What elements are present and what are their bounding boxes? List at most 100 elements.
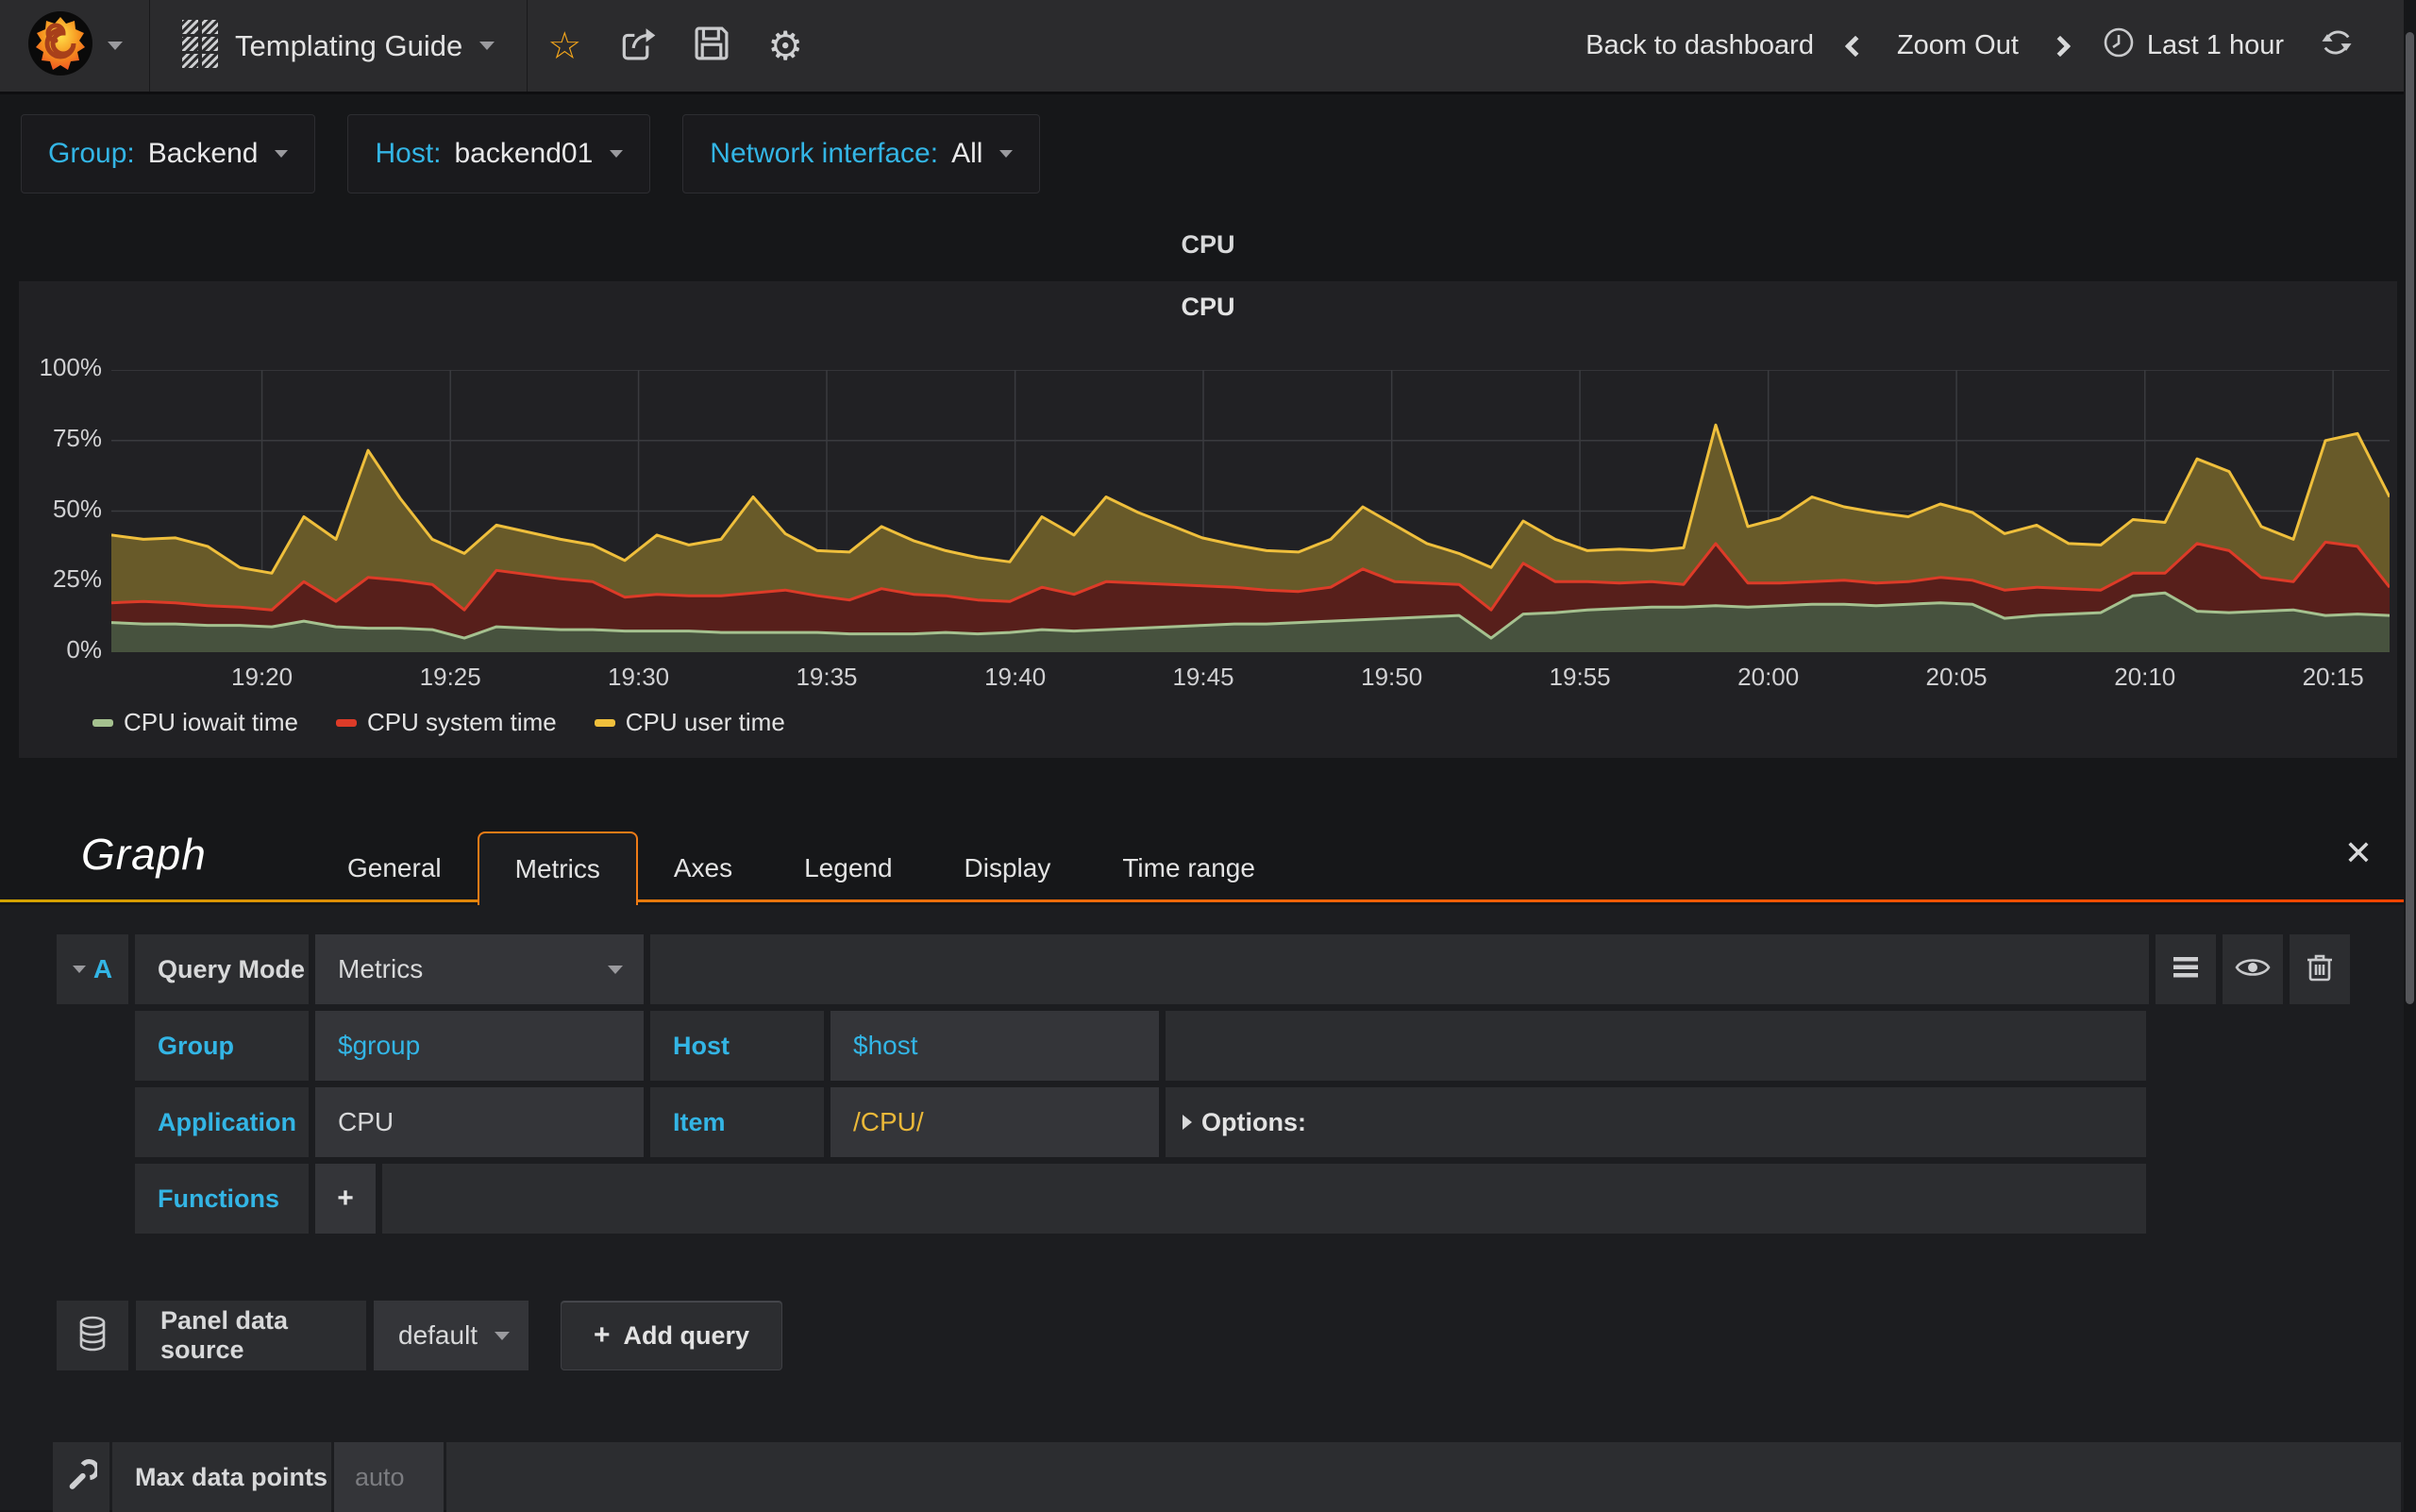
chevron-right-icon (2050, 35, 2072, 57)
chevron-down-icon (610, 150, 623, 158)
time-range-picker[interactable]: Last 1 hour (2102, 25, 2284, 67)
x-axis-label: 19:20 (231, 663, 293, 692)
chevron-down-icon (495, 1332, 510, 1340)
application-input[interactable]: CPU (315, 1087, 644, 1157)
query-row-functions: Functions + (135, 1164, 2146, 1234)
variable-value: backend01 (455, 138, 594, 170)
database-icon-cell (57, 1301, 128, 1370)
query-row-spacer (1166, 1011, 2146, 1081)
save-dashboard-button[interactable] (675, 0, 748, 92)
query-mode-select[interactable]: Metrics (315, 934, 644, 1004)
time-shift-back-button[interactable] (1848, 39, 1863, 54)
variable-label: Host: (375, 138, 441, 170)
y-axis-label: 25% (53, 564, 102, 594)
graph-plot-area[interactable] (111, 370, 2390, 652)
template-variables-bar: Group: Backend Host: backend01 Network i… (21, 114, 1040, 193)
page-scrollbar (2404, 0, 2416, 1510)
add-function-button[interactable]: + (315, 1164, 376, 1234)
item-input[interactable]: /CPU/ (830, 1087, 1159, 1157)
query-row-a: A Query Mode Metrics (57, 934, 2350, 1004)
add-query-label: Add query (624, 1321, 750, 1351)
star-dashboard-button[interactable]: ☆ (528, 0, 601, 92)
legend-label: CPU iowait time (124, 708, 298, 737)
query-collapse-toggle[interactable]: A (57, 934, 128, 1004)
legend-item[interactable]: CPU user time (595, 708, 785, 737)
clock-icon (2102, 25, 2136, 67)
x-axis-label: 19:35 (796, 663, 857, 692)
datasource-row: Panel data source default + Add query (57, 1301, 782, 1370)
functions-label: Functions (135, 1164, 309, 1234)
legend-item[interactable]: CPU system time (336, 708, 557, 737)
chevron-left-icon (1845, 35, 1867, 57)
variable-label: Group: (48, 138, 135, 170)
query-toggle-visibility-button[interactable] (2223, 934, 2283, 1004)
tab-metrics[interactable]: Metrics (478, 832, 638, 905)
query-row-spacer (650, 934, 2149, 1004)
legend-swatch (595, 719, 615, 727)
dashboard-row-title[interactable]: CPU (0, 230, 2416, 260)
chevron-down-icon (479, 42, 495, 50)
add-query-button[interactable]: + Add query (561, 1301, 782, 1370)
variable-dropdown-network-interface[interactable]: Network interface: All (682, 114, 1040, 193)
panel-datasource-label: Panel data source (136, 1301, 366, 1370)
plus-icon: + (594, 1319, 611, 1352)
share-dashboard-button[interactable] (601, 0, 675, 92)
legend-item[interactable]: CPU iowait time (92, 708, 298, 737)
grafana-menu-button[interactable] (0, 0, 150, 92)
tab-axes[interactable]: Axes (638, 834, 768, 902)
scrollbar-thumb[interactable] (2406, 32, 2414, 1004)
back-to-dashboard-link[interactable]: Back to dashboard (1586, 30, 1814, 61)
host-input[interactable]: $host (830, 1011, 1159, 1081)
variable-label: Network interface: (710, 138, 938, 170)
zoom-out-button[interactable]: Zoom Out (1897, 30, 2019, 61)
x-axis-label: 19:55 (1550, 663, 1611, 692)
options-label: Options: (1201, 1108, 1306, 1137)
panel-title[interactable]: CPU (19, 293, 2397, 322)
navbar-right-controls: Back to dashboard Zoom Out Last 1 hour (1586, 24, 2416, 69)
top-navbar: Templating Guide ☆ (0, 0, 2416, 94)
query-row-application-item: Application CPU Item /CPU/ Options: (135, 1087, 2146, 1157)
item-label: Item (650, 1087, 824, 1157)
legend-label: CPU system time (367, 708, 557, 737)
close-editor-button[interactable]: ✕ (2344, 836, 2373, 870)
time-range-label: Last 1 hour (2147, 30, 2284, 61)
refresh-icon (2318, 24, 2356, 69)
tab-display[interactable]: Display (929, 834, 1087, 902)
y-axis-label: 50% (53, 495, 102, 524)
tab-time-range[interactable]: Time range (1086, 834, 1291, 902)
tab-legend[interactable]: Legend (768, 834, 928, 902)
variable-dropdown-host[interactable]: Host: backend01 (347, 114, 650, 193)
chevron-down-icon (275, 150, 288, 158)
host-label: Host (650, 1011, 824, 1081)
query-delete-button[interactable] (2290, 934, 2350, 1004)
y-axis-label: 0% (66, 635, 102, 664)
time-shift-forward-button[interactable] (2053, 39, 2068, 54)
x-axis-label: 20:15 (2303, 663, 2364, 692)
dashboard-picker[interactable]: Templating Guide (150, 0, 528, 92)
datasource-select[interactable]: default (374, 1301, 528, 1370)
variable-value: Backend (148, 138, 259, 170)
metrics-tab-body: A Query Mode Metrics (0, 905, 2416, 1510)
tab-general[interactable]: General (311, 834, 478, 902)
dashboard-grid-icon (182, 18, 218, 74)
group-input[interactable]: $group (315, 1011, 644, 1081)
graph-legend: CPU iowait time CPU system time CPU user t… (92, 708, 823, 737)
settings-button[interactable]: ⚙ (748, 0, 822, 92)
query-ref-letter: A (93, 954, 112, 984)
hamburger-menu-icon (2172, 955, 2200, 984)
query-editor: A Query Mode Metrics (57, 934, 2350, 1240)
trash-icon (2307, 952, 2333, 987)
query-row-group-host: Group $group Host $host (135, 1011, 2146, 1081)
legend-swatch (336, 719, 357, 727)
options-toggle[interactable]: Options: (1166, 1087, 2146, 1157)
max-data-points-input[interactable]: auto (334, 1442, 444, 1512)
save-icon (691, 23, 732, 69)
legend-label: CPU user time (626, 708, 785, 737)
x-axis-label: 19:40 (984, 663, 1046, 692)
dashboard-title: Templating Guide (235, 29, 462, 63)
variable-dropdown-group[interactable]: Group: Backend (21, 114, 315, 193)
query-menu-button[interactable] (2156, 934, 2216, 1004)
refresh-button[interactable] (2318, 24, 2356, 69)
